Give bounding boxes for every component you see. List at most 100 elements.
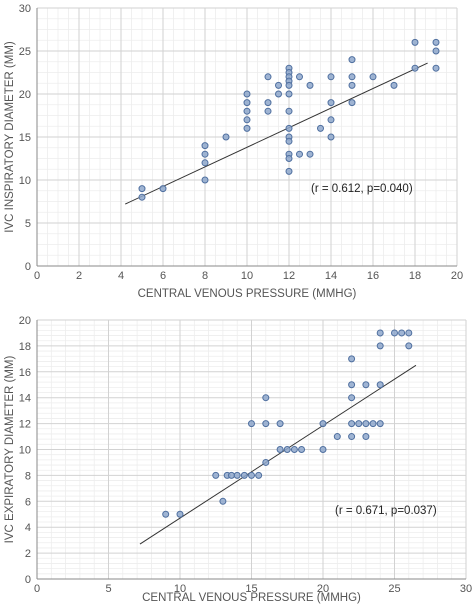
grid-inspiratory xyxy=(36,7,458,267)
data-point xyxy=(227,471,235,479)
data-point xyxy=(348,381,356,389)
x-tick-label: 16 xyxy=(367,270,379,282)
x-tick-label: 20 xyxy=(451,270,463,282)
x-tick-label: 8 xyxy=(202,270,208,282)
data-point xyxy=(405,329,413,337)
y-tick-label: 10 xyxy=(19,175,31,187)
data-point xyxy=(262,420,270,428)
y-tick-label: 16 xyxy=(19,367,31,379)
y-axis-title-inspiratory: IVC INSPIRATORY DIAMETER (MM) xyxy=(4,41,16,233)
x-tick-label: 18 xyxy=(409,270,421,282)
data-point xyxy=(348,394,356,402)
x-tick-label: 0 xyxy=(34,270,40,282)
x-tick-label: 25 xyxy=(388,583,400,595)
data-point xyxy=(285,137,293,145)
data-point xyxy=(233,471,241,479)
data-point xyxy=(306,150,314,158)
data-point xyxy=(262,458,270,466)
data-point xyxy=(222,133,230,141)
x-tick-label: 14 xyxy=(325,270,337,282)
x-tick-label: 15 xyxy=(245,583,257,595)
data-point xyxy=(432,47,440,55)
data-point xyxy=(201,142,209,150)
grid-expiratory xyxy=(36,319,467,580)
data-point xyxy=(319,420,327,428)
y-tick-label: 12 xyxy=(19,419,31,431)
y-tick-label: 15 xyxy=(19,132,31,144)
data-point xyxy=(212,471,220,479)
y-tick-label: 25 xyxy=(19,46,31,58)
data-point xyxy=(138,193,146,201)
data-point xyxy=(348,99,356,107)
points-inspiratory xyxy=(138,38,440,201)
y-tick-label: 6 xyxy=(25,496,31,508)
data-point xyxy=(138,185,146,193)
y-tick-label: 4 xyxy=(25,522,31,534)
data-point xyxy=(285,167,293,175)
trendline-inspiratory xyxy=(124,62,428,205)
x-axis-title-inspiratory: CENTRAL VENOUS PRESSURE (MMHG) xyxy=(138,288,357,300)
data-point xyxy=(376,420,384,428)
data-point xyxy=(296,150,303,158)
y-axis-title-expiratory: IVC EXPIRATORY DIAMETER (MM) xyxy=(4,356,16,544)
data-point xyxy=(362,420,370,428)
x-tick-label: 5 xyxy=(105,583,111,595)
data-point xyxy=(283,446,291,453)
data-point xyxy=(276,420,284,428)
data-point xyxy=(327,73,335,81)
data-point xyxy=(391,329,398,337)
data-point xyxy=(376,342,384,350)
y-tick-label: 18 xyxy=(19,341,31,353)
data-point xyxy=(201,159,209,167)
x-tick-label: 2 xyxy=(76,270,82,282)
x-tick-label: 12 xyxy=(283,270,295,282)
data-point xyxy=(243,116,251,124)
data-point xyxy=(248,471,255,479)
data-point xyxy=(285,81,293,89)
data-point xyxy=(243,107,251,115)
chart-inspiratory: 0 2 4 6 8 10 12 14 16 18 20 0 5 10 15 20 25 30 CENTRAL VE… xyxy=(4,3,463,300)
data-point xyxy=(348,420,356,428)
x-axis-title-expiratory: CENTRAL VENOUS PRESSURE (MMHG) xyxy=(142,592,361,604)
data-point xyxy=(262,394,270,402)
data-point xyxy=(376,329,384,337)
data-point xyxy=(369,420,377,428)
data-point xyxy=(411,64,419,72)
data-point xyxy=(333,433,341,441)
tick-labels-inspiratory: 0 2 4 6 8 10 12 14 16 18 20 0 5 10 15 20 25 30 xyxy=(19,3,463,282)
data-point xyxy=(285,107,293,115)
stat-annotation-expiratory: (r = 0.671, p=0.037) xyxy=(335,505,437,517)
data-point xyxy=(264,99,272,107)
x-tick-label: 0 xyxy=(34,583,40,595)
y-tick-label: 14 xyxy=(19,393,31,405)
data-point xyxy=(362,381,370,389)
data-point xyxy=(290,446,298,453)
y-tick-label: 2 xyxy=(25,548,31,560)
data-point xyxy=(243,90,251,98)
axes-inspiratory xyxy=(36,8,457,267)
y-tick-label: 20 xyxy=(19,315,31,327)
data-point xyxy=(248,420,255,428)
data-point xyxy=(348,355,356,363)
x-tick-label: 4 xyxy=(118,270,124,282)
data-point xyxy=(327,116,335,124)
data-point xyxy=(243,124,251,132)
data-point xyxy=(327,133,335,141)
x-tick-label: 30 xyxy=(460,583,472,595)
data-point xyxy=(432,38,440,46)
data-point xyxy=(285,155,293,162)
data-point xyxy=(355,420,363,428)
stat-annotation-inspiratory: (r = 0.612, p=0.040) xyxy=(311,183,413,195)
data-point xyxy=(306,81,314,89)
data-point xyxy=(369,73,377,81)
y-tick-label: 8 xyxy=(25,470,31,482)
data-point xyxy=(405,342,413,350)
data-point xyxy=(348,433,356,441)
data-point xyxy=(176,510,184,518)
data-point xyxy=(317,124,324,132)
chart-expiratory: 0 5 10 15 20 25 30 0 2 4 6 8 10 12 14 16 18 20 CENTRAL VE… xyxy=(4,315,472,604)
tick-labels-expiratory: 0 5 10 15 20 25 30 0 2 4 6 8 10 12 14 16 18 20 xyxy=(19,315,472,595)
points-expiratory xyxy=(162,329,413,518)
data-point xyxy=(285,124,293,132)
